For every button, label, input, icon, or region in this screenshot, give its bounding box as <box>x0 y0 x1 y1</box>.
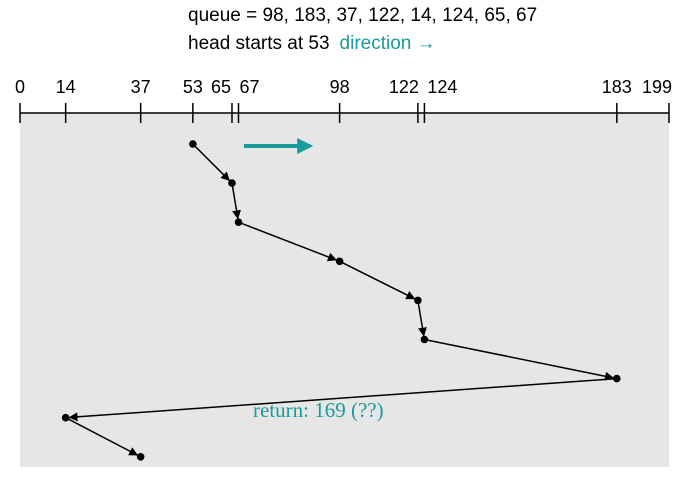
axis-ticks: 0 14 37 53 65 67 98 122 124 183 199 <box>15 77 672 123</box>
request-point <box>61 413 70 422</box>
seek-segment <box>424 338 614 381</box>
request-point <box>420 335 429 344</box>
head-path <box>65 143 617 456</box>
head-start-line: head starts at 53 direction → <box>188 33 436 55</box>
tick-label: 183 <box>602 77 632 97</box>
tick-label: 0 <box>15 77 25 97</box>
tick-label: 124 <box>427 77 457 97</box>
tick-label: 14 <box>56 77 76 97</box>
chart-background <box>20 113 669 467</box>
tick-label: 37 <box>131 77 151 97</box>
request-point <box>414 296 422 305</box>
tick-label: 122 <box>389 77 419 97</box>
tick-label: 98 <box>330 77 350 97</box>
seek-segment <box>231 182 241 220</box>
tick-label: 53 <box>183 77 203 97</box>
return-annotation: return: 169 (??) <box>253 398 384 422</box>
request-point <box>335 257 344 266</box>
queue-line: queue = 98, 183, 37, 122, 14, 124, 65, 6… <box>188 5 537 27</box>
request-point <box>234 218 243 226</box>
queue-prefix: queue = <box>188 5 263 26</box>
seek-segment <box>68 377 617 422</box>
tick-label: 199 <box>642 77 672 97</box>
request-point <box>228 179 236 187</box>
seek-segment <box>417 300 427 337</box>
request-point <box>613 374 621 383</box>
head-start-text: head starts at 53 <box>188 33 330 54</box>
seek-segment <box>65 417 139 456</box>
tick-label: 67 <box>240 77 260 97</box>
direction-label: direction → <box>339 33 436 54</box>
queue-values: 98, 183, 37, 122, 14, 124, 65, 67 <box>262 5 538 26</box>
seek-segment <box>238 221 337 262</box>
seek-segment <box>339 260 416 300</box>
request-point <box>189 140 197 148</box>
request-point <box>136 453 145 461</box>
seek-segment <box>192 143 230 182</box>
head-stops <box>61 140 621 461</box>
tick-label: 65 <box>211 77 231 97</box>
